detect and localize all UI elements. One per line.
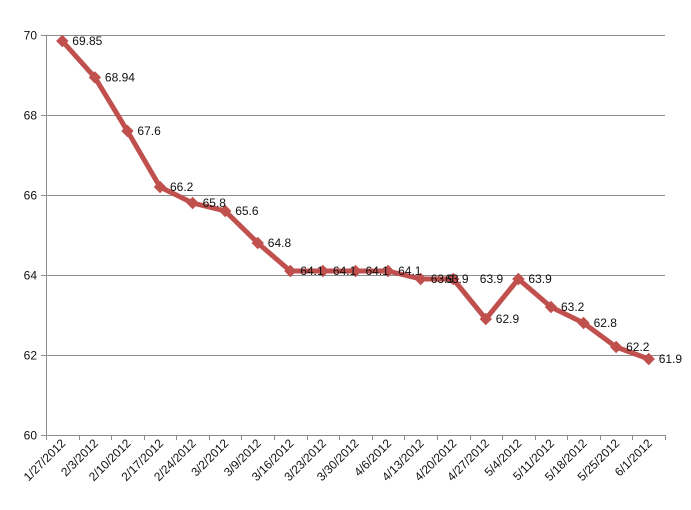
data-point-marker xyxy=(218,204,232,218)
x-tick-label: 1/27/2012 xyxy=(21,436,69,484)
y-tick-label: 70 xyxy=(24,29,38,43)
data-label: 66.2 xyxy=(170,180,194,194)
data-label: 64.1 xyxy=(300,264,324,278)
data-label: 64.1 xyxy=(366,264,390,278)
data-point-marker xyxy=(414,272,427,286)
y-tick-label: 62 xyxy=(24,349,38,363)
data-point-marker xyxy=(642,352,655,366)
y-tick-label: 66 xyxy=(24,189,38,203)
data-label: 65.8 xyxy=(203,196,227,210)
data-label: 67.6 xyxy=(137,124,161,138)
data-point-marker xyxy=(609,340,623,354)
y-tick-label: 64 xyxy=(24,269,38,283)
data-label: 62.9 xyxy=(496,312,520,326)
data-label: 68.94 xyxy=(105,70,135,84)
data-point-marker xyxy=(479,312,493,326)
data-point-marker xyxy=(251,236,264,250)
data-point-marker xyxy=(186,196,199,210)
data-label: 64.1 xyxy=(398,264,422,278)
data-point-marker xyxy=(349,264,362,278)
y-tick-label: 60 xyxy=(24,429,38,443)
data-point-marker xyxy=(121,124,134,138)
data-label: 69.85 xyxy=(72,34,102,48)
data-label: 63.2 xyxy=(561,300,585,314)
data-label: 63.9 xyxy=(480,272,504,286)
data-label: 61.9 xyxy=(659,352,683,366)
data-point-marker xyxy=(56,34,69,48)
data-label: 63.9 xyxy=(528,272,552,286)
data-point-marker xyxy=(316,264,330,278)
data-point-marker xyxy=(284,264,297,278)
data-label: 63.9 xyxy=(431,272,455,286)
data-point-marker xyxy=(153,180,167,194)
data-point-marker xyxy=(577,316,590,330)
data-point-marker xyxy=(544,300,558,314)
data-point-marker xyxy=(381,264,395,278)
data-label: 64.1 xyxy=(333,264,357,278)
data-label: 65.6 xyxy=(235,204,259,218)
data-label: 63.9 xyxy=(445,272,469,286)
data-point-marker xyxy=(447,272,460,286)
y-tick-label: 68 xyxy=(24,109,38,123)
data-point-marker xyxy=(88,71,102,84)
data-label: 64.8 xyxy=(268,236,292,250)
data-label: 62.8 xyxy=(594,316,618,330)
data-point-marker xyxy=(512,272,525,286)
data-label: 62.2 xyxy=(626,340,650,354)
